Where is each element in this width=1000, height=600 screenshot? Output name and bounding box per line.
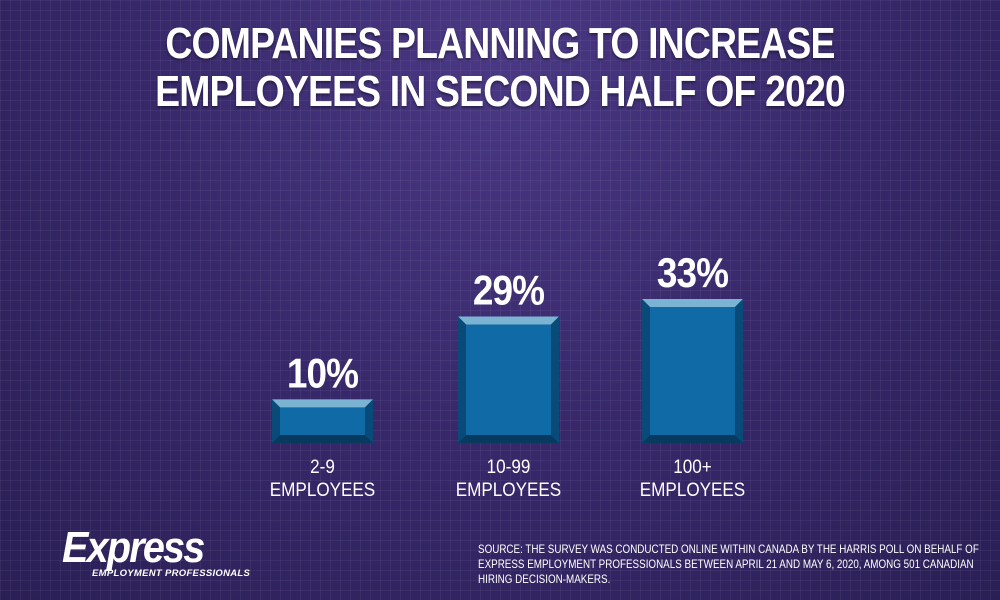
bar-body xyxy=(272,399,373,443)
source-line-3: HIRING DECISION-MAKERS. xyxy=(478,572,611,586)
bar-bevel-bottom xyxy=(458,435,559,443)
bar-bevel-right xyxy=(735,299,743,443)
express-logo: Express EMPLOYMENT PROFESSIONALS xyxy=(62,523,251,580)
logo-sub: EMPLOYMENT PROFESSIONALS xyxy=(92,568,251,579)
data-label: 33% xyxy=(657,250,729,297)
source-line-2: EXPRESS EMPLOYMENT PROFESSIONALS BETWEEN… xyxy=(478,557,974,571)
bar-2 xyxy=(458,316,559,443)
data-label: 29% xyxy=(473,267,545,314)
chart-title: COMPANIES PLANNING TO INCREASE EMPLOYEES… xyxy=(75,20,925,116)
logo-word: Express xyxy=(62,523,205,572)
category-label: EMPLOYEES xyxy=(270,479,375,500)
bar-bevel-top xyxy=(642,299,743,307)
bar-bevel-top xyxy=(272,399,373,408)
bar-body xyxy=(642,299,743,443)
data-label: 10% xyxy=(287,350,359,397)
category-label: 100+ xyxy=(673,456,711,477)
category-label: EMPLOYEES xyxy=(456,479,561,500)
bar-bevel-left xyxy=(272,399,280,443)
source-line-1: SOURCE: THE SURVEY WAS CONDUCTED ONLINE … xyxy=(478,542,979,556)
bar-bevel-right xyxy=(551,316,559,443)
category-label: 2-9 xyxy=(310,456,335,477)
bar-bevel-right xyxy=(365,399,373,443)
title-line-2: EMPLOYEES IN SECOND HALF OF 2020 xyxy=(155,67,846,116)
bar-bevel-left xyxy=(642,299,650,443)
source-note: SOURCE: THE SURVEY WAS CONDUCTED ONLINE … xyxy=(478,542,979,587)
bar-3 xyxy=(642,299,743,443)
bar-bevel-top xyxy=(458,316,559,325)
bar-1 xyxy=(272,399,373,443)
bar-body xyxy=(458,316,559,443)
bar-bevel-bottom xyxy=(272,435,373,443)
category-label: 10-99 xyxy=(487,456,531,477)
title-line-1: COMPANIES PLANNING TO INCREASE xyxy=(165,19,835,68)
bar-bevel-left xyxy=(458,316,466,443)
category-label: EMPLOYEES xyxy=(640,479,745,500)
bar-bevel-bottom xyxy=(642,435,743,443)
